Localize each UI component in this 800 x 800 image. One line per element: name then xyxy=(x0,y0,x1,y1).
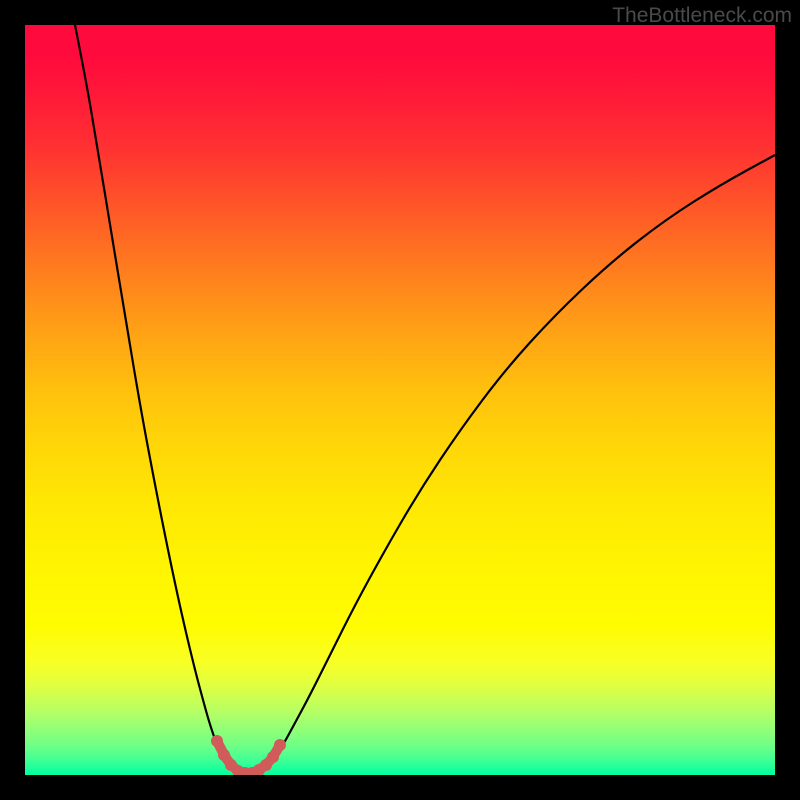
optimal-region-markers xyxy=(211,735,286,775)
curve-svg xyxy=(25,25,775,775)
optimal-point-marker xyxy=(211,735,223,747)
optimal-point-marker xyxy=(267,751,279,763)
optimal-point-marker xyxy=(218,749,230,761)
plot-area xyxy=(25,25,775,775)
optimal-point-marker xyxy=(274,739,286,751)
bottleneck-curve-right xyxy=(253,155,775,774)
bottleneck-curve-left xyxy=(75,25,247,774)
